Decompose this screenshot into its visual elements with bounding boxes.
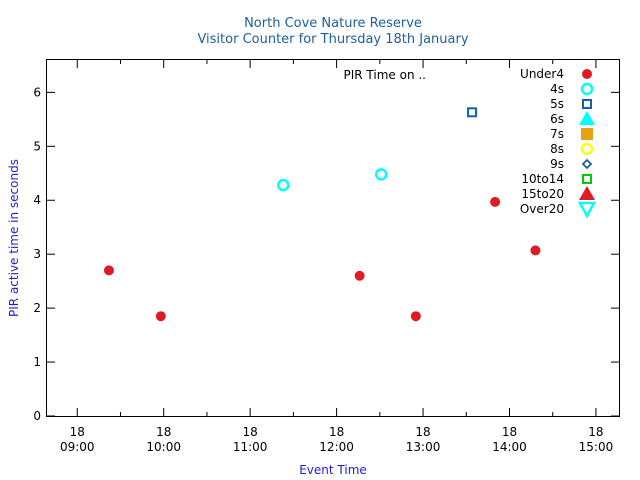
y-tick-label: 1 (33, 355, 41, 369)
y-tick-label: 6 (33, 85, 41, 99)
legend-marker (582, 99, 592, 109)
legend-title: PIR Time on .. (344, 68, 427, 82)
legend-entry-label: 6s (550, 112, 564, 126)
data-point (410, 311, 421, 322)
y-axis-label: PIR active time in seconds (7, 159, 21, 317)
legend-marker (582, 69, 592, 79)
x-tick-day-label: 18 (415, 425, 430, 439)
y-axis: 0 1 2 3 4 5 6 (33, 85, 619, 423)
legend-marker (577, 201, 597, 219)
x-tick-time-label: 11:00 (233, 440, 268, 454)
legend-marker (582, 174, 592, 184)
x-tick-day-label: 18 (329, 425, 344, 439)
data-point (467, 107, 478, 118)
y-tick-label: 3 (33, 247, 41, 261)
x-tick-time-label: 09:00 (60, 440, 95, 454)
legend-entry-label: Under4 (520, 67, 564, 81)
y-tick-label: 5 (33, 139, 41, 153)
x-tick-time-label: 12:00 (319, 440, 354, 454)
x-tick-day-label: 18 (502, 425, 517, 439)
legend-entry-label: 5s (550, 97, 564, 111)
legend-marker (580, 142, 594, 156)
data-point (103, 265, 114, 276)
x-tick-time-label: 14:00 (492, 440, 527, 454)
plot-area-border (46, 59, 620, 417)
data-point (354, 270, 365, 281)
x-tick-day-label: 18 (588, 425, 603, 439)
legend-entry-label: Over20 (520, 202, 564, 216)
legend-marker (579, 111, 595, 125)
data-point (490, 196, 501, 207)
legend-entry-label: 10to14 (521, 172, 564, 186)
legend-entry-label: 7s (550, 127, 564, 141)
x-tick-time-label: 10:00 (146, 440, 181, 454)
x-tick-day-label: 18 (156, 425, 171, 439)
legend-entry-label: 9s (550, 157, 564, 171)
x-tick-time-label: 15:00 (579, 440, 614, 454)
data-point (530, 245, 541, 256)
x-axis-label: Event Time (299, 463, 367, 477)
x-axis: 1809:001810:001811:001812:001813:001814:… (60, 60, 613, 454)
data-point (375, 168, 388, 181)
legend-marker (579, 186, 595, 200)
legend-entry-label: 8s (550, 142, 564, 156)
y-tick-label: 4 (33, 193, 41, 207)
x-tick-day-label: 18 (70, 425, 85, 439)
chart-title: North Cove Nature Reserve (244, 16, 422, 31)
chart-subtitle: Visitor Counter for Thursday 18th Januar… (197, 32, 468, 47)
data-point (155, 311, 166, 322)
legend: PIR Time on .. Under44s5s6s7s8s9s10to141… (344, 67, 597, 219)
data-point (277, 178, 290, 192)
legend-entry-label: 15to20 (521, 187, 564, 201)
y-tick-label: 2 (33, 301, 41, 315)
legend-marker (580, 82, 594, 96)
legend-marker (581, 158, 593, 170)
x-tick-time-label: 13:00 (406, 440, 441, 454)
legend-entry-label: 4s (550, 82, 564, 96)
x-tick-day-label: 18 (243, 425, 258, 439)
legend-marker (581, 128, 593, 140)
y-tick-label: 0 (33, 409, 41, 423)
data-points (103, 107, 541, 322)
